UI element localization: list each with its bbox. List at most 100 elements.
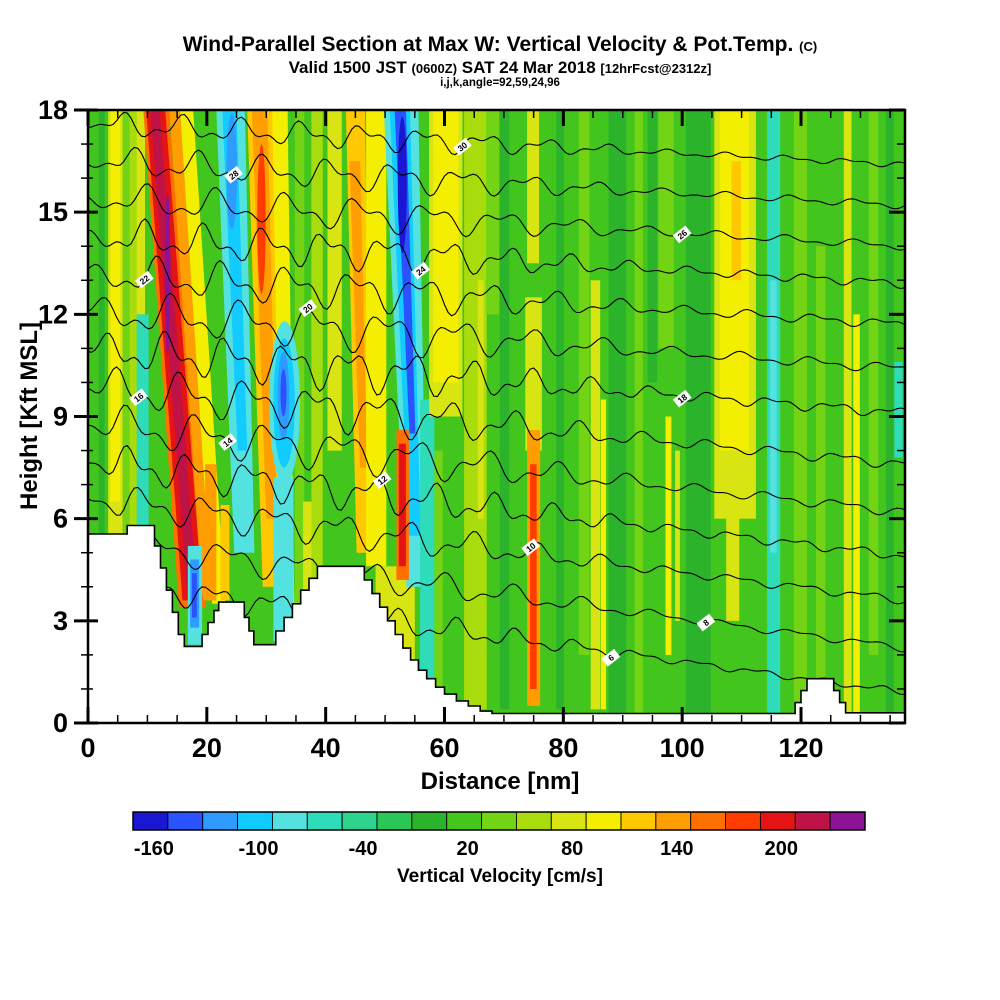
colorbar-cell [237,811,273,831]
pot-temp-contour-line [88,255,905,328]
y-tick-labels: 0 3 6 9 12 15 18 [38,95,68,738]
contour-label: 30 [452,137,472,156]
vv-band [273,477,294,642]
contour-label: 18 [672,389,692,408]
vv-band [129,110,138,526]
vv-band [192,573,197,618]
valid-time-b: (0600Z) [411,61,458,76]
vv-band [600,399,607,710]
vv-band [205,464,217,601]
x-tick-label: 0 [80,733,95,763]
contour-label: 28 [224,165,243,184]
y-tick-label: 18 [38,95,68,125]
vv-band [136,314,149,526]
x-tick-label: 80 [548,733,578,763]
colorbar-cell [550,811,587,831]
y-tick-label: 12 [38,299,68,329]
contour-label: 16 [129,388,148,407]
valid-time-d: [12hrFcst@2312z] [600,61,712,76]
valid-time-a: Valid 1500 JST [288,58,407,77]
colorbar-cell [794,811,831,831]
colorbar-cell [725,811,761,831]
contour-label: 12 [372,471,392,489]
vv-blob [257,144,266,294]
y-tick-label: 0 [53,708,68,738]
pot-temp-contour-line [88,486,905,605]
colorbar-cell [481,811,517,831]
vv-band [398,443,406,567]
vv-band [98,110,105,723]
svg-text:8: 8 [701,617,711,628]
vv-band [499,110,510,710]
vv-band [122,110,130,536]
vv-band [169,110,213,601]
colorbar-cell [306,811,343,831]
colorbar-tick-label: 20 [456,838,478,860]
vv-band [433,110,459,383]
y-tick-label: 6 [53,504,68,534]
pot-temp-contour-line [88,404,905,516]
colorbar-cell [446,811,483,831]
colorbar-tick-label: 80 [561,838,583,860]
contour-labels: 30 28 26 24 22 20 18 16 14 12 10 8 6 [129,137,716,667]
colorbar-cell [376,811,413,831]
vv-band [527,110,539,264]
colorbar-cell [167,811,204,831]
contour-label: 6 [601,648,621,667]
colorbar-cell [341,811,378,831]
pot-temp-contours [88,111,905,696]
colorbar-cell [620,811,657,831]
vv-band [658,110,674,349]
vv-band [110,110,121,502]
colorbar-border [132,811,866,831]
vv-band [853,314,860,713]
vv-band [675,450,680,621]
vv-band [685,110,711,713]
vv-band [726,450,740,621]
vv-band [556,110,564,710]
x-axis-title: Distance [nm] [420,768,580,795]
colorbar-cell [202,811,239,831]
x-tick-label: 40 [311,733,341,763]
colorbar-cell [515,811,552,831]
vv-band [366,110,387,567]
colorbar-tick-label: -40 [349,838,378,860]
vv-band [868,110,879,655]
vv-band [894,362,903,458]
vv-band [608,110,627,713]
vv-band [590,280,601,710]
x-tick-label: 100 [660,733,705,763]
contour-label: 10 [521,538,541,557]
valid-time-line: Valid 1500 JST (0600Z) SAT 24 Mar 2018 [… [0,58,1000,78]
vv-band [530,464,537,689]
terrain-fill [88,525,905,723]
plot-area: 30 28 26 24 22 20 18 16 14 12 10 8 6 [88,110,905,723]
vv-band [294,110,305,621]
chart-title-text: Wind-Parallel Section at Max W: Vertical… [182,33,794,56]
contour-label: 8 [696,613,716,632]
colorbar-cell [132,811,169,831]
pot-temp-contour-line [88,183,905,251]
terrain-outline [88,524,905,715]
valid-time-c: SAT 24 Mar 2018 [461,58,596,77]
contour-label: 14 [218,433,237,451]
pot-temp-contour-line [88,218,905,290]
colorbar-cell [585,811,622,831]
svg-text:6: 6 [606,652,616,663]
vv-band [634,110,643,713]
x-tick-label: 60 [429,733,459,763]
colorbar-tick-label: 140 [660,838,693,860]
vv-band [793,110,807,713]
colorbar-tick-label: 200 [765,838,798,860]
vv-band [303,501,314,635]
pot-temp-contour-line [88,444,905,559]
colorbar-cell [829,811,866,831]
pot-temp-contour-line [88,146,905,210]
pot-temp-contour-line [88,575,905,696]
pot-temp-contour-line [88,532,905,653]
vv-band [665,416,672,655]
vv-band [731,161,741,281]
vv-band [349,161,368,468]
y-tick-label: 15 [38,197,68,227]
